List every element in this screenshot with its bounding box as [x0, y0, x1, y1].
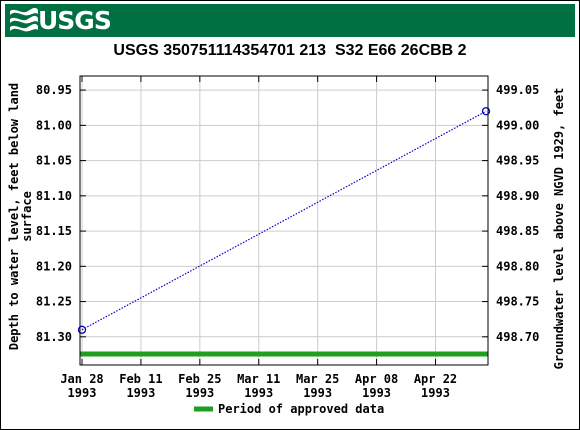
x-tick-label-year: 1993 [303, 386, 332, 400]
right-axis-ticks: 499.05 499.00 498.95 498.90 498.85 498.80 498.… [482, 83, 539, 344]
plot-border [79, 75, 489, 366]
x-tick-label-year: 1993 [362, 386, 391, 400]
x-tick-label-year: 1993 [68, 386, 97, 400]
right-axis-label: Groundwater level above NGVD 1929, feet [552, 88, 566, 370]
x-tick-label-year: 1993 [421, 386, 450, 400]
chart-title: USGS 350751114354701 213 S32 E66 26CBB 2 [113, 42, 467, 59]
usgs-logo-text: USGS [38, 6, 112, 35]
x-tick-label: Apr 08 [355, 372, 398, 386]
x-tick-label: Jan 28 [60, 372, 103, 386]
left-tick-label: 81.10 [36, 189, 72, 203]
x-tick-label: Feb 25 [178, 372, 221, 386]
left-tick-label: 80.95 [36, 83, 72, 97]
x-tick-label-year: 1993 [185, 386, 214, 400]
right-tick-label: 499.05 [496, 83, 539, 97]
data-point [481, 107, 491, 116]
left-axis-label-line2: surface [20, 191, 34, 242]
usgs-wave-icon [10, 7, 38, 32]
right-tick-label: 499.00 [496, 118, 539, 132]
grid-lines [80, 76, 488, 365]
right-tick-label: 498.95 [496, 154, 539, 168]
left-axis-ticks: 80.95 81.00 81.05 81.10 81.15 81.20 81.25 81.30 [36, 83, 86, 344]
x-tick-label-year: 1993 [244, 386, 273, 400]
x-tick-label: Mar 25 [296, 372, 339, 386]
left-tick-label: 81.15 [36, 224, 72, 238]
x-tick-label: Mar 11 [237, 372, 280, 386]
legend: Period of approved data [194, 402, 384, 416]
x-tick-label: Feb 11 [119, 372, 162, 386]
left-axis-label-line1: Depth to water level, feet below land [7, 83, 21, 350]
left-tick-label: 81.30 [36, 330, 72, 344]
right-tick-label: 498.70 [496, 330, 539, 344]
left-tick-label: 81.00 [36, 118, 72, 132]
data-point [77, 325, 87, 334]
left-tick-label: 81.25 [36, 295, 72, 309]
left-tick-label: 81.20 [36, 259, 72, 273]
right-tick-label: 498.80 [496, 259, 539, 273]
right-tick-label: 498.75 [496, 295, 539, 309]
right-tick-label: 498.85 [496, 224, 539, 238]
x-tick-label-year: 1993 [126, 386, 155, 400]
legend-label-approved: Period of approved data [218, 402, 384, 416]
series-line [81, 110, 487, 331]
right-tick-label: 498.90 [496, 189, 539, 203]
x-tick-label: Apr 22 [414, 372, 457, 386]
usgs-banner: USGS [5, 4, 575, 37]
left-tick-label: 81.05 [36, 154, 72, 168]
series-layer [77, 107, 491, 334]
